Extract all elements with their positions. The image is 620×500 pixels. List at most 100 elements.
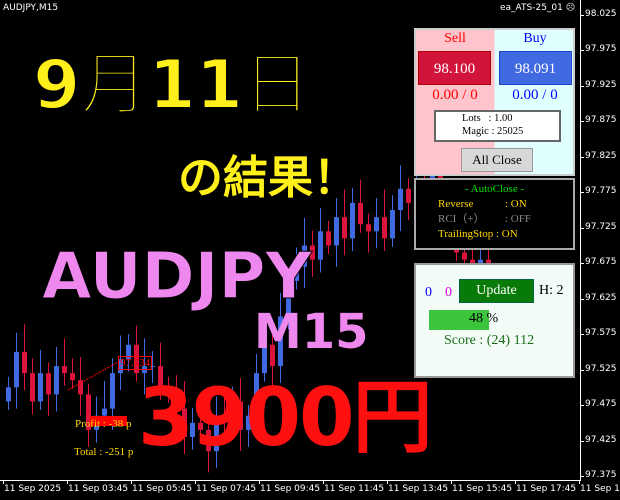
magic-value: Magic : 25025 — [462, 126, 524, 137]
candle-body — [238, 401, 243, 430]
candle-body — [102, 408, 107, 416]
candle — [350, 188, 355, 252]
candle-body — [134, 344, 139, 374]
time-tick: 11 Sep 17:45 — [516, 484, 577, 494]
price-tick: 97.875 — [585, 115, 617, 126]
candle-body — [158, 366, 163, 388]
candle-body — [126, 344, 131, 359]
candle-body — [118, 358, 123, 374]
price-tick-mark — [581, 85, 584, 87]
candle — [30, 358, 35, 415]
candle — [318, 207, 323, 273]
price-tick: 97.775 — [585, 186, 617, 197]
trailing-value: : ON — [495, 228, 518, 240]
ea-name: ea_ATS-25_01 ☹ — [500, 3, 575, 13]
candle — [22, 324, 27, 391]
time-tick-mark — [3, 481, 4, 484]
candle — [62, 338, 67, 386]
candle — [366, 213, 371, 253]
candle-body — [366, 224, 371, 232]
progress-fill — [429, 310, 489, 330]
price-tick-mark — [581, 50, 584, 52]
sell-label: Sell — [444, 31, 466, 46]
update-button[interactable]: Update — [459, 279, 534, 303]
autoclose-title: - AutoClose - — [464, 183, 525, 195]
candle-body — [278, 316, 283, 367]
progress-bar: 48 % — [429, 310, 553, 330]
candle — [190, 407, 195, 450]
candle-body — [46, 373, 51, 395]
candle-body — [406, 188, 411, 203]
autoclose-trailing[interactable]: TrailingStop : ON — [438, 227, 573, 242]
candle — [262, 317, 267, 382]
ea-name-text: ea_ATS-25_01 — [500, 3, 563, 13]
price-tick-mark — [581, 156, 584, 158]
sell-button[interactable]: 98.100 — [418, 51, 491, 85]
candle — [238, 378, 243, 452]
candle — [310, 230, 315, 277]
autoclose-reverse[interactable]: Reverse: ON — [438, 197, 573, 212]
candle — [398, 165, 403, 232]
sell-position: 0.00 / 0 — [432, 87, 478, 103]
price-tick: 97.675 — [585, 257, 617, 268]
candle — [118, 335, 123, 391]
autoclose-rci[interactable]: RCI（+）: OFF — [438, 212, 573, 227]
time-tick: 11 Sep 13:45 — [388, 484, 449, 494]
buy-button[interactable]: 98.091 — [499, 51, 572, 85]
price-tick: 97.525 — [585, 363, 617, 374]
candle — [46, 362, 51, 416]
candle — [150, 351, 155, 384]
candle — [246, 405, 251, 447]
profit-marker — [90, 416, 127, 426]
candle — [134, 325, 139, 382]
candle — [198, 399, 203, 439]
candle — [230, 386, 235, 432]
h-value: H: 2 — [539, 283, 564, 298]
time-tick: 11 Sep 2025 — [4, 484, 62, 494]
price-tick-mark — [581, 192, 584, 194]
candle — [126, 334, 131, 372]
all-close-button[interactable]: All Close — [461, 148, 533, 172]
promo-date: 9月11日 — [32, 46, 312, 125]
price-tick: 97.975 — [585, 44, 617, 55]
candle-body — [462, 252, 467, 260]
price-tick-mark — [581, 298, 584, 300]
profit-label: Profit : -38 p — [75, 418, 132, 430]
price-tick-mark — [581, 369, 584, 371]
price-tick: 97.425 — [585, 434, 617, 445]
symbol-label: AUDJPY,M15 — [3, 3, 59, 13]
price-tick-mark — [581, 263, 584, 265]
candle-body — [6, 387, 11, 402]
candle-body — [302, 245, 307, 267]
candle — [278, 293, 283, 384]
promo-result: の結果！ — [178, 151, 359, 204]
score-text: Score : (24) 112 — [444, 333, 535, 348]
price-tick: 97.475 — [585, 399, 617, 410]
candle — [54, 346, 59, 412]
candle — [78, 356, 83, 416]
candle — [294, 247, 299, 290]
frown-face-icon: ☹ — [565, 3, 576, 13]
price-tick-mark — [581, 475, 584, 477]
trade-panel: Sell Buy 98.100 98.091 0.00 / 0 0.00 / 0… — [414, 28, 575, 176]
price-tick: 97.925 — [585, 79, 617, 90]
price-tick: 97.625 — [585, 292, 617, 303]
price-tick: 98.025 — [585, 9, 617, 19]
candle — [214, 396, 219, 469]
price-tick-mark — [581, 334, 584, 336]
candle-body — [246, 415, 251, 430]
candle — [326, 220, 331, 255]
candle — [286, 270, 291, 330]
price-tick: 97.725 — [585, 221, 617, 232]
candle-body — [30, 373, 35, 402]
price-tick-mark — [581, 15, 584, 16]
candle-body — [174, 394, 179, 409]
candle — [70, 358, 75, 389]
time-tick: 11 Sep 11:45 — [324, 484, 385, 494]
count-magenta: 0 — [445, 285, 452, 300]
candle — [158, 342, 163, 401]
candle-body — [398, 188, 403, 211]
lots-magic-box: Lots : 1.00 Magic : 25025 — [434, 110, 561, 142]
candle-body — [62, 366, 67, 374]
time-tick-mark — [323, 481, 324, 484]
